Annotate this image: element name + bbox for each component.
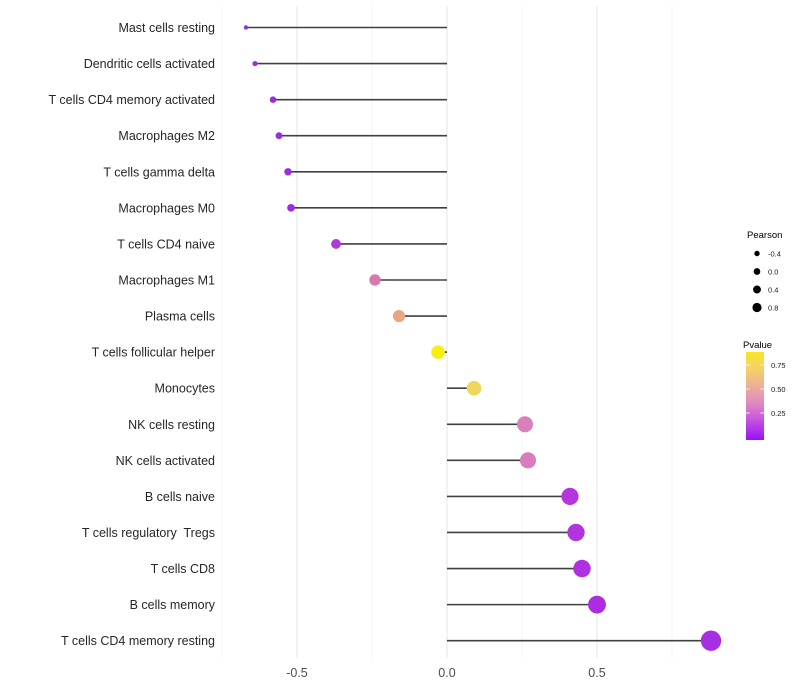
- lollipop-dot: [573, 559, 591, 578]
- y-axis-label: T cells gamma delta: [103, 165, 215, 179]
- y-axis-label: Macrophages M0: [118, 201, 215, 215]
- y-axis-label: Mast cells resting: [118, 21, 215, 35]
- y-axis-label: Plasma cells: [145, 310, 215, 324]
- lollipop-dot: [252, 60, 258, 67]
- pearson-legend-dot: [753, 268, 761, 275]
- lollipop-dot: [431, 345, 445, 359]
- pvalue-legend-label: 0.50: [771, 385, 786, 394]
- y-axis-label: Macrophages M1: [118, 273, 215, 287]
- y-axis-label: NK cells activated: [116, 454, 215, 468]
- lollipop-dot: [392, 309, 406, 323]
- lollipop-dot: [700, 630, 722, 651]
- x-axis-tick-label: -0.5: [286, 666, 308, 680]
- y-axis-label: Monocytes: [155, 382, 215, 396]
- lollipop-dot: [275, 132, 283, 140]
- x-axis-tick-label: 0.0: [438, 666, 455, 680]
- lollipop-dot: [284, 168, 292, 176]
- lollipop-dot: [287, 204, 295, 212]
- pvalue-legend-title: Pvalue: [743, 340, 772, 351]
- lollipop-dot: [331, 239, 341, 249]
- pvalue-colorbar: [746, 352, 764, 440]
- pearson-legend-dot: [753, 285, 761, 294]
- pearson-legend-label: 0.4: [768, 286, 778, 295]
- lollipop-dot: [561, 487, 579, 506]
- pearson-legend-label: 0.8: [768, 304, 778, 313]
- y-axis-label: Macrophages M2: [118, 129, 215, 143]
- pvalue-legend-label: 0.25: [771, 409, 786, 418]
- y-axis-label: T cells follicular helper: [92, 346, 215, 360]
- lollipop-dot: [588, 595, 606, 614]
- lollipop-dot: [369, 274, 381, 286]
- x-axis-tick-label: 0.5: [588, 666, 605, 680]
- y-axis-label: T cells regulatory Tregs: [82, 526, 215, 540]
- y-axis-label: T cells CD4 naive: [117, 237, 215, 251]
- lollipop-dot: [269, 96, 277, 103]
- lollipop-dot: [243, 25, 249, 30]
- pearson-legend-dot: [752, 302, 762, 313]
- y-axis-label: B cells memory: [130, 598, 216, 612]
- y-axis-label: B cells naive: [145, 490, 215, 504]
- lollipop-dot: [567, 523, 585, 542]
- y-axis-label: T cells CD4 memory activated: [49, 93, 216, 107]
- pearson-legend-label: -0.4: [768, 250, 781, 259]
- pearson-legend-title: Pearson: [747, 230, 782, 241]
- y-axis-label: T cells CD4 memory resting: [61, 634, 215, 648]
- pearson-legend-dot: [754, 250, 760, 257]
- y-axis-label: NK cells resting: [128, 418, 215, 432]
- lollipop-dot: [519, 452, 537, 469]
- lollipop-dot: [516, 416, 534, 433]
- lollipop-dot: [466, 380, 482, 396]
- y-axis-label: T cells CD8: [151, 562, 215, 576]
- pearson-legend-label: 0.0: [768, 268, 778, 277]
- y-axis-label: Dendritic cells activated: [84, 57, 215, 71]
- pvalue-legend-label: 0.75: [771, 361, 786, 370]
